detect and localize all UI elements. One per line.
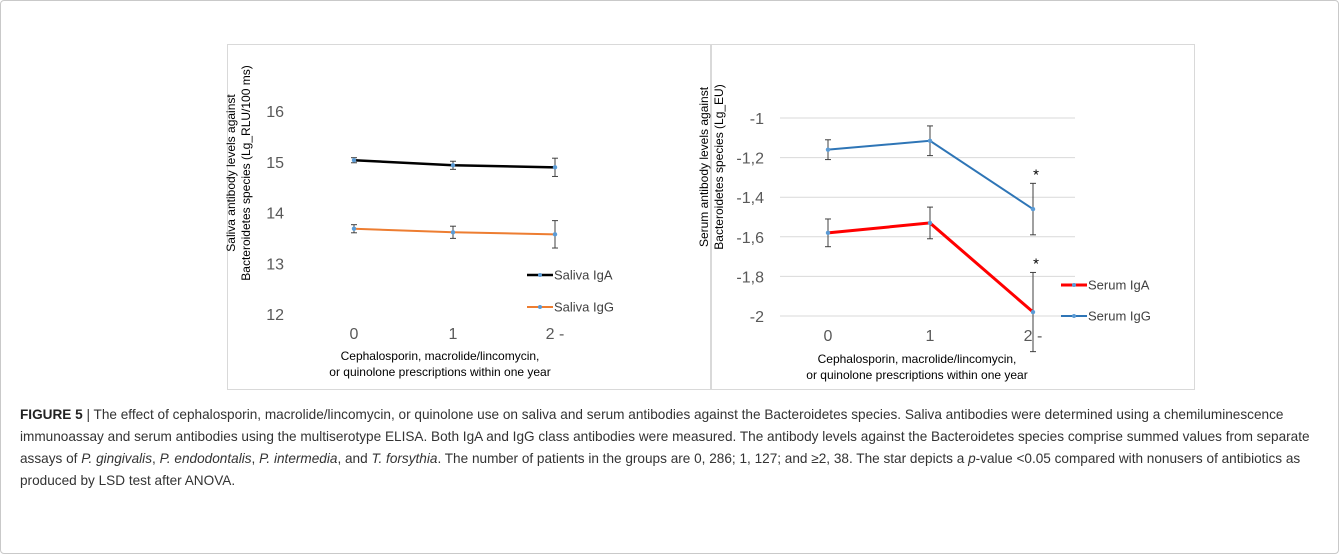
x-axis-label: Cephalosporin, macrolide/lincomycin, <box>818 352 1017 366</box>
y-axis-label: Bacteroidetes species (Lg_EU) <box>712 84 726 249</box>
caption-italic-text: P. intermedia <box>259 451 338 466</box>
legend-label: Saliva IgA <box>554 268 613 283</box>
y-axis-label: Saliva antibody levels against <box>224 94 238 252</box>
caption-text: . The number of patients in the groups a… <box>437 451 969 466</box>
data-point <box>552 165 558 170</box>
legend-marker <box>1072 283 1076 287</box>
y-tick-label: -1 <box>750 111 764 128</box>
y-tick-label: -1,2 <box>736 151 764 168</box>
data-point <box>552 232 558 237</box>
data-point <box>450 230 456 235</box>
legend-label: Saliva IgG <box>554 300 614 315</box>
y-tick-label: 14 <box>266 206 284 223</box>
caption-text: , <box>251 451 260 466</box>
caption-text: , <box>152 451 160 466</box>
y-tick-label: -1,6 <box>736 230 764 247</box>
significance-marker: * <box>1033 166 1039 183</box>
y-tick-label: 13 <box>266 256 284 273</box>
figure-caption: FIGURE 5 | The effect of cephalosporin, … <box>20 404 1330 492</box>
figure-label: FIGURE 5 <box>20 407 83 422</box>
y-tick-label: -1,4 <box>736 190 764 207</box>
caption-text: , and <box>337 451 372 466</box>
x-tick-label: 2 - <box>546 326 565 343</box>
significance-marker: * <box>1033 255 1039 272</box>
y-tick-label: -1,8 <box>736 269 764 286</box>
data-point <box>825 147 831 152</box>
caption-text: -value <0.05 compared with nonusers of a… <box>20 451 1301 488</box>
x-tick-label: 1 <box>449 326 458 343</box>
legend-label: Serum IgG <box>1088 309 1151 324</box>
data-point <box>927 220 933 226</box>
y-axis-label: Serum antibody levels against <box>697 86 711 247</box>
legend-marker <box>538 305 542 309</box>
legend-label: Serum IgA <box>1088 278 1150 293</box>
caption-italic-text: p <box>968 451 976 466</box>
y-axis-label: Bacteroidetes species (Lg_RLU/100 ms) <box>239 65 253 280</box>
x-tick-label: 1 <box>926 328 935 345</box>
data-point <box>1030 309 1036 315</box>
legend-marker <box>1072 314 1076 318</box>
x-tick-label: 0 <box>350 326 359 343</box>
y-tick-label: 15 <box>266 155 284 172</box>
x-axis-label: or quinolone prescriptions within one ye… <box>806 368 1027 382</box>
x-axis-label: or quinolone prescriptions within one ye… <box>329 365 550 379</box>
data-point <box>927 138 933 143</box>
y-tick-label: -2 <box>750 309 764 326</box>
y-tick-label: 12 <box>266 307 284 324</box>
data-point <box>825 230 831 236</box>
data-point <box>351 158 357 163</box>
caption-body: The effect of cephalosporin, macrolide/l… <box>20 407 1310 488</box>
data-point <box>351 226 357 231</box>
data-point <box>450 163 456 168</box>
data-point <box>1030 206 1036 212</box>
x-axis-label: Cephalosporin, macrolide/lincomycin, <box>341 349 540 363</box>
serum-chart-panel: -2 -1,8 -1,6 -1,4 -1,2 -1 0 1 2 - Serum antibody … <box>697 44 1195 390</box>
caption-italic-text: P. gingivalis <box>81 451 152 466</box>
caption-text: The effect of cephalosporin, macrolide/l… <box>20 407 1310 466</box>
serum-chart: -2-1,8-1,6-1,4-1,2-10 1 2 -Serum antibody … <box>697 84 1151 382</box>
caption-italic-text: P. endodontalis <box>159 451 252 466</box>
caption-separator: | <box>82 407 94 422</box>
x-tick-label: 0 <box>824 328 833 345</box>
caption-italic-text: T. forsythia <box>371 451 438 466</box>
saliva-chart: 12 13 14 15 16 0 1 2 - Saliva antibody levels ag… <box>224 65 614 379</box>
saliva-chart-panel: 12 13 14 15 16 0 1 2 - Saliva antibody levels ag… <box>224 44 711 390</box>
legend-marker <box>538 273 542 277</box>
y-tick-label: 16 <box>266 104 284 121</box>
